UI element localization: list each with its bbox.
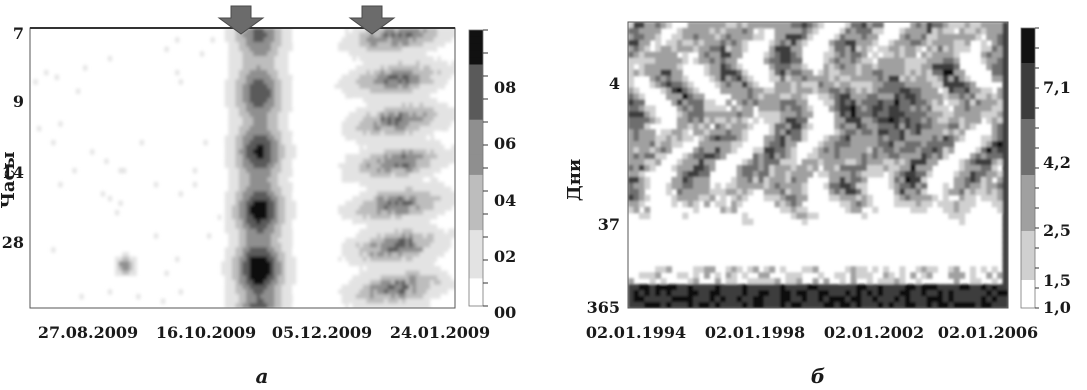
y-tick-label: 37: [598, 215, 620, 234]
colorbar-a: 08 06 04 02 00: [468, 29, 516, 322]
panel-b-label: б: [811, 364, 825, 388]
colorbar-tick-label: 02: [494, 247, 516, 266]
y-tick-label: 365: [587, 298, 620, 317]
y-tick-label: 4: [609, 74, 620, 93]
y-axis-a-title: Часы: [0, 151, 19, 208]
x-tick-label: 27.08.2009: [38, 323, 138, 342]
colorbar-tick-label: 1,0: [1043, 298, 1071, 317]
x-tick-label: 24.01.2009: [390, 323, 490, 342]
y-tick-label: 7: [13, 24, 24, 43]
y-axis-a: 7 9 14 28 Часы: [0, 24, 24, 252]
x-tick-label: 05.12.2009: [272, 323, 372, 342]
panel-a-label: а: [256, 364, 269, 388]
x-tick-label: 02.01.2002: [824, 323, 924, 342]
colorbar-tick-label: 00: [494, 303, 516, 322]
arrow-marker-2: [348, 5, 396, 35]
x-tick-label: 02.01.2006: [938, 323, 1038, 342]
y-tick-label: 28: [2, 233, 24, 252]
x-axis-b: 02.01.1994 02.01.1998 02.01.2002 02.01.2…: [586, 323, 1038, 342]
colorbar-tick-label: 08: [494, 78, 516, 97]
colorbar-tick-label: 04: [494, 191, 516, 210]
x-tick-label: 02.01.1998: [705, 323, 805, 342]
heatmap-b-cells: [628, 22, 1008, 308]
colorbar-b: 7,1 4,2 2,5 1,5 1,0: [1020, 27, 1071, 317]
plot-b-frame: [627, 21, 1009, 309]
heatmap-a-cells: [33, 28, 455, 308]
y-tick-label: 9: [13, 92, 24, 111]
colorbar-tick-label: 06: [494, 134, 516, 153]
y-axis-b: 4 37 365 Дни: [564, 74, 620, 317]
x-tick-label: 02.01.1994: [586, 323, 686, 342]
colorbar-tick-label: 7,1: [1043, 78, 1071, 97]
colorbar-tick-label: 2,5: [1043, 221, 1071, 240]
x-axis-a: 27.08.2009 16.10.2009 05.12.2009 24.01.2…: [38, 323, 490, 342]
y-axis-b-title: Дни: [564, 159, 585, 202]
colorbar-tick-label: 4,2: [1043, 153, 1071, 172]
panel-a: 7 9 14 28 Часы 27.08.2009 16.10.2009 05.…: [0, 5, 516, 388]
y-tick-label: 14: [2, 163, 24, 182]
arrow-marker-1: [217, 5, 265, 35]
colorbar-tick-label: 1,5: [1043, 271, 1071, 290]
x-tick-label: 16.10.2009: [156, 323, 256, 342]
panel-b: 4 37 365 Дни 02.01.1994 02.01.1998 02.01…: [564, 21, 1071, 388]
